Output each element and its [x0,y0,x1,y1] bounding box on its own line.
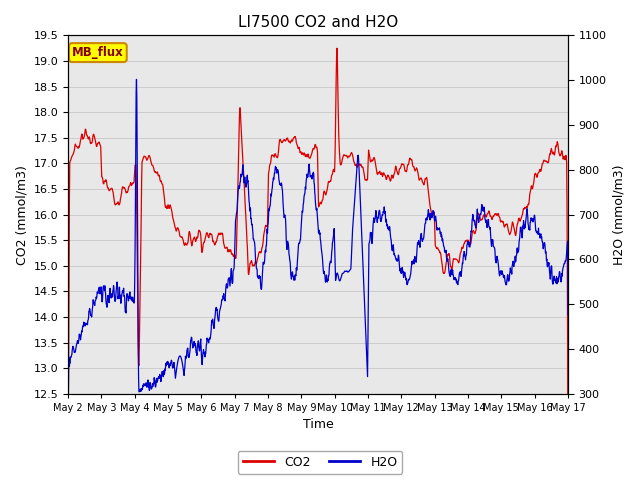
Legend: CO2, H2O: CO2, H2O [237,451,403,474]
Text: MB_flux: MB_flux [72,46,124,59]
Y-axis label: CO2 (mmol/m3): CO2 (mmol/m3) [15,165,28,264]
X-axis label: Time: Time [303,419,333,432]
Y-axis label: H2O (mmol/m3): H2O (mmol/m3) [612,164,625,265]
Title: LI7500 CO2 and H2O: LI7500 CO2 and H2O [238,15,398,30]
